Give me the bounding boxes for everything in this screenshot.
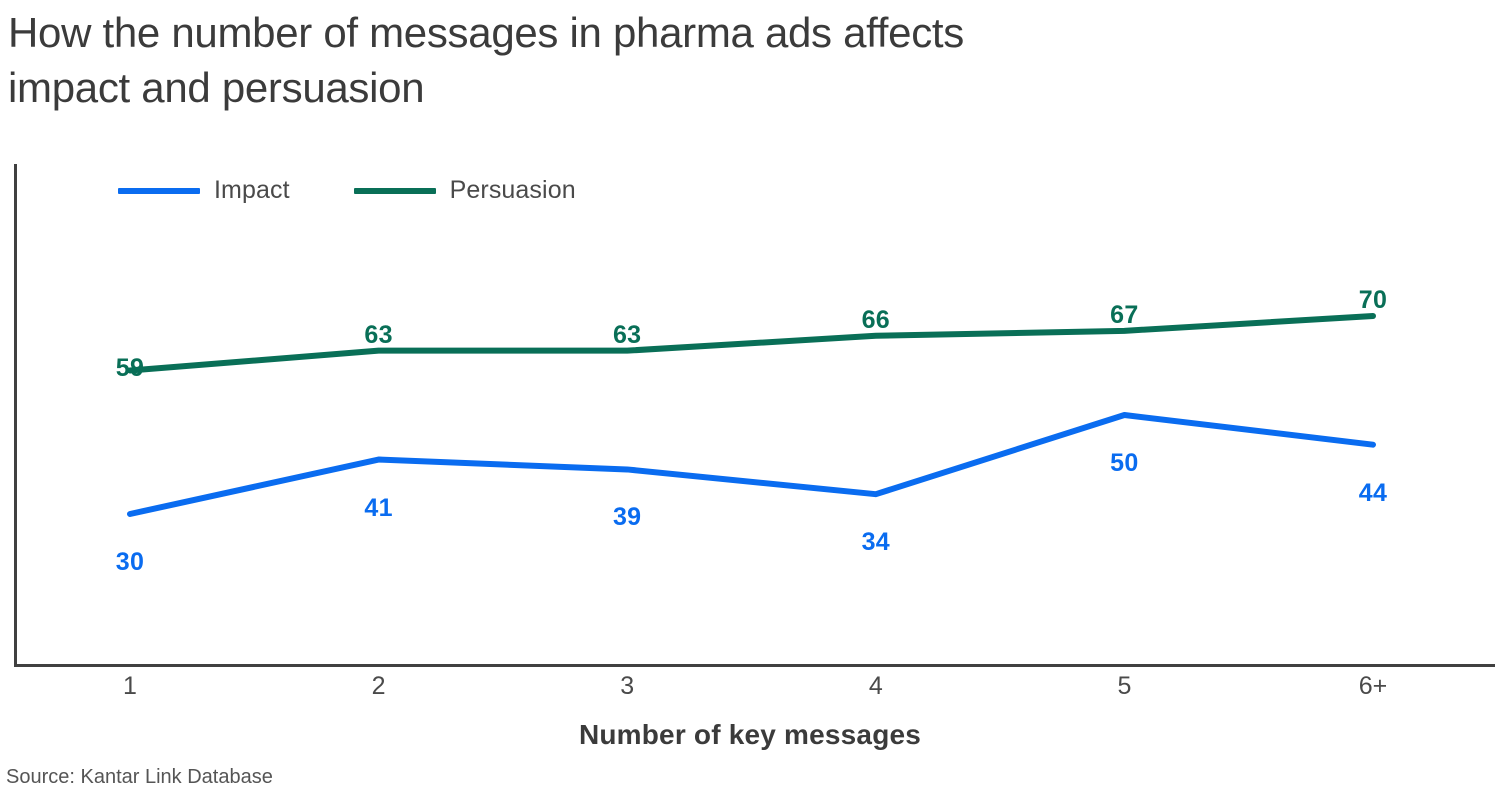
- x-axis-title: Number of key messages: [578, 719, 922, 750]
- legend-swatch-persuasion: [353, 187, 436, 194]
- x-tick-label-6+: 6+: [1358, 672, 1388, 700]
- legend-label-impact: Impact: [214, 176, 290, 204]
- legend-label-persuasion: Persuasion: [449, 176, 576, 204]
- series-line-persuasion: [127, 313, 1376, 374]
- data-label-persuasion-4: 66: [861, 305, 891, 334]
- y-axis-line: [14, 164, 17, 666]
- chart-plot-area: [0, 150, 1500, 680]
- x-tick-label-2: 2: [371, 672, 386, 700]
- data-label-impact-3: 39: [612, 503, 642, 532]
- data-label-persuasion-3: 63: [612, 320, 642, 349]
- x-tick-label-5: 5: [1117, 672, 1132, 700]
- source-note: Source: Kantar Link Database: [6, 766, 273, 788]
- data-label-impact-5: 50: [1110, 449, 1139, 477]
- chart-legend: Impact Persuasion: [118, 176, 576, 205]
- x-tick-label-1: 1: [123, 672, 137, 700]
- data-label-persuasion-6+: 70: [1358, 286, 1388, 314]
- chart-series-svg: [127, 313, 1376, 517]
- series-line-impact: [127, 412, 1376, 517]
- data-label-impact-6+: 44: [1358, 478, 1388, 507]
- legend-item-persuasion[interactable]: Persuasion: [353, 176, 576, 205]
- data-label-persuasion-2: 63: [364, 320, 393, 349]
- legend-swatch-impact: [118, 187, 200, 194]
- data-label-persuasion-1: 59: [115, 354, 145, 383]
- x-tick-label-3: 3: [620, 672, 635, 700]
- data-label-impact-4: 34: [861, 528, 891, 557]
- page-title: How the number of messages in pharma ads…: [8, 9, 964, 111]
- data-label-impact-2: 41: [364, 493, 393, 522]
- data-label-impact-1: 30: [115, 548, 145, 576]
- x-tick-label-4: 4: [868, 672, 883, 700]
- data-label-persuasion-5: 67: [1110, 300, 1139, 329]
- x-axis-line: [14, 664, 1495, 667]
- legend-item-impact[interactable]: Impact: [118, 176, 290, 205]
